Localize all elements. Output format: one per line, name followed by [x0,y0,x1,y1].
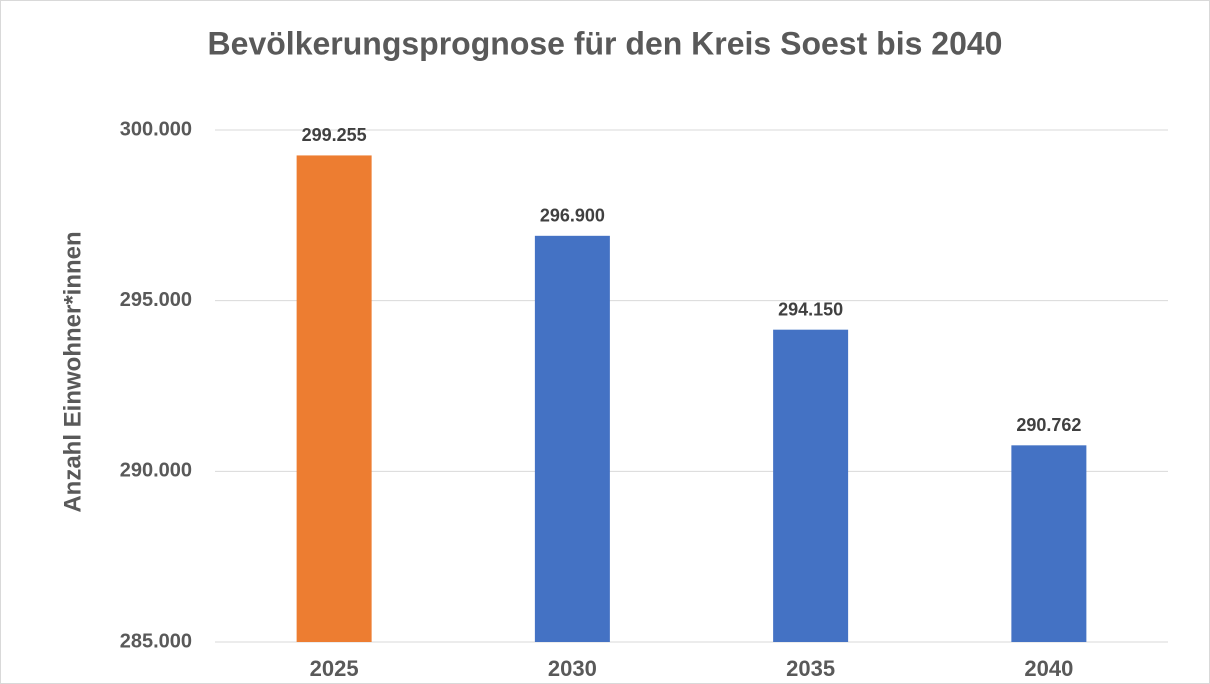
data-label: 294.150 [778,299,843,319]
y-tick-label: 285.000 [120,630,192,652]
bar [773,329,849,642]
data-label: 299.255 [302,125,367,145]
chart-title: Bevölkerungsprognose für den Kreis Soest… [208,25,1003,61]
x-tick-label: 2030 [548,656,597,681]
x-tick-label: 2040 [1024,656,1073,681]
bar [296,155,372,643]
y-axis-label: Anzahl Einwohner*innen [59,231,86,512]
bar [534,235,610,642]
y-tick-label: 295.000 [120,289,192,311]
data-label: 296.900 [540,206,605,226]
bar [1011,445,1087,642]
y-tick-label: 290.000 [120,460,192,482]
x-tick-label: 2035 [786,656,835,681]
data-label: 290.762 [1016,415,1081,435]
y-tick-label: 300.000 [120,118,192,140]
x-tick-label: 2025 [310,656,359,681]
